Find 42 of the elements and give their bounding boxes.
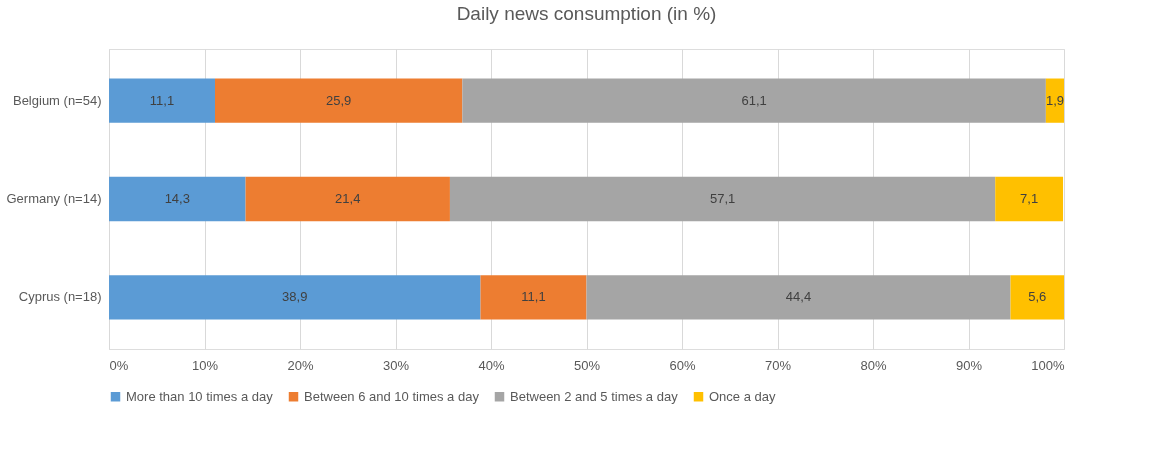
data-label: 21,4	[335, 191, 361, 206]
x-tick-label: 60%	[669, 357, 696, 373]
y-tick-label: Germany (n=14)	[6, 191, 102, 206]
x-tick-label: 80%	[860, 357, 887, 373]
bar	[215, 78, 463, 123]
x-tick-label: 70%	[764, 357, 792, 373]
chart-title: Daily news consumption (in %)	[456, 3, 717, 24]
legend-label: Between 2 and 5 times a day	[510, 388, 679, 404]
data-label: 44,4	[785, 289, 812, 305]
data-label: 7,1	[1020, 191, 1039, 206]
legend-label: Once a day	[709, 388, 776, 404]
x-tick-label: 30%	[382, 357, 410, 373]
bar	[995, 176, 1064, 222]
x-tick-label: 50%	[573, 357, 601, 373]
data-label: 1,9	[1045, 92, 1064, 108]
data-label: 11,1	[149, 92, 175, 108]
bar	[245, 176, 450, 222]
data-label: 11,1	[521, 289, 546, 305]
bar	[1010, 275, 1064, 320]
bar	[109, 78, 216, 123]
bar	[462, 78, 1046, 123]
x-tick-label: 20%	[287, 357, 314, 373]
data-label: 25,9	[326, 92, 352, 108]
y-tick-label: Belgium (n=54)	[12, 92, 102, 108]
bar	[586, 275, 1011, 320]
x-tick-label: 90%	[955, 357, 983, 373]
legend-label: Between 6 and 10 times a day	[304, 388, 480, 404]
bar	[480, 275, 587, 320]
data-label: 38,9	[282, 289, 308, 305]
x-tick-label: 10%	[191, 357, 219, 373]
bar	[449, 176, 996, 222]
data-label: 61,1	[741, 92, 767, 108]
y-tick-label: Cyprus (n=18)	[18, 289, 102, 305]
x-tick-label: 40%	[478, 357, 505, 373]
x-tick-label: 100%	[1031, 357, 1065, 373]
bar	[109, 275, 481, 320]
data-label: 14,3	[164, 191, 190, 206]
data-label: 5,6	[1028, 289, 1047, 305]
bar	[109, 176, 246, 222]
x-tick-label: 0%	[109, 357, 129, 373]
legend-label: More than 10 times a day	[126, 388, 274, 404]
data-label: 57,1	[709, 191, 736, 206]
